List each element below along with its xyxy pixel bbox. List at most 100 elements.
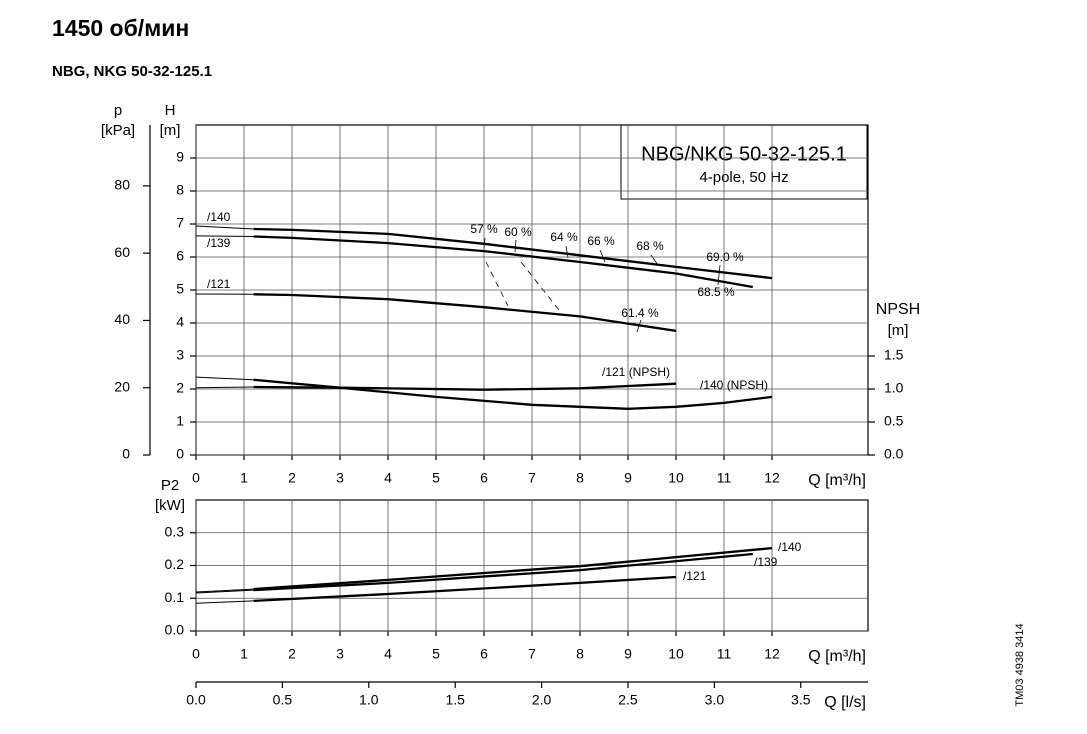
y2-tick-label: 1.5 [884,347,904,363]
x-tick-label: 8 [576,470,584,486]
y-tick-label: 7 [176,215,184,231]
x-tick-label: 11 [717,646,732,662]
title: 1450 об/мин [52,15,189,41]
series-label: /121 (NPSH) [602,365,670,379]
curve [253,227,773,280]
x-tick-label: 8 [576,646,584,662]
y-tick-label: 6 [176,248,184,264]
curve [253,235,753,289]
y-tick-label: 3 [176,347,184,363]
y2-tick-label: 0.0 [884,446,904,462]
x-tick-label: 10 [668,470,684,486]
x-tick-label: 3 [336,646,344,662]
efficiency-line [520,261,564,316]
x-tick-label: 4 [384,646,392,662]
x2-axis-label: Q [l/s] [824,694,866,711]
series-label: /140 [207,210,231,224]
x-tick-label: 10 [668,646,684,662]
x2-tick-label: 1.5 [445,692,465,708]
x2-tick-label: 0.0 [186,692,206,708]
y-axis-unit: [kW] [155,497,185,514]
x-tick-label: 0 [192,646,200,662]
y-tick-label: 0 [176,446,184,462]
series-label: /121 [683,569,707,583]
drawing-number: TM03 4938 3414 [1014,623,1026,706]
curve [253,293,677,333]
x-tick-label: 9 [624,470,632,486]
subtitle: NBG, NKG 50-32-125.1 [52,63,212,80]
y-tick-label: 0.0 [165,622,185,638]
efficiency-label: 68.5 % [697,285,735,299]
box-subtitle: 4-pole, 50 Hz [699,169,788,186]
curve [195,588,254,593]
series-label: /121 [207,277,231,291]
efficiency-mark [599,249,606,263]
efficiency-label: 66 % [587,234,615,248]
p-tick-label: 40 [114,311,130,327]
x2-tick-label: 0.5 [273,692,293,708]
y-tick-label: 1 [176,413,184,429]
x-tick-label: 1 [240,646,248,662]
x-tick-label: 3 [336,470,344,486]
x-tick-label: 5 [432,646,440,662]
y-axis-label: P2 [161,477,179,494]
y2-axis-unit: [m] [888,322,909,339]
y-axis-unit: [m] [160,122,181,139]
y-axis-label: H [165,102,176,119]
p-axis-label: p [114,102,122,119]
x-tick-label: 12 [764,470,780,486]
x-tick-label: 2 [288,646,296,662]
y-tick-label: 0.2 [165,556,185,572]
box-title: NBG/NKG 50-32-125.1 [641,143,847,165]
y-tick-label: 0.1 [165,589,185,605]
series-label: /139 [207,236,231,250]
series-label: /140 [778,540,802,554]
x-tick-label: 0 [192,470,200,486]
x-tick-label: 7 [528,470,536,486]
x2-tick-label: 2.0 [532,692,552,708]
series-label: /140 (NPSH) [700,378,768,392]
x-tick-label: 11 [717,470,732,486]
y2-tick-label: 1.0 [884,380,904,396]
info-box [620,124,868,200]
efficiency-lines [483,237,721,333]
y2-axis-label: NPSH [876,301,920,318]
y-tick-label: 2 [176,380,184,396]
x-tick-label: 5 [432,470,440,486]
p-tick-label: 60 [114,244,130,260]
x-tick-label: 4 [384,470,392,486]
x-tick-label: 12 [764,646,780,662]
x2-tick-label: 1.0 [359,692,379,708]
curve [253,552,753,592]
y-tick-label: 0.3 [165,523,185,539]
x-axis-label: Q [m³/h] [808,472,866,489]
y-tick-label: 4 [176,314,184,330]
x-tick-label: 1 [240,470,248,486]
x2-tick-label: 3.5 [791,692,811,708]
x2-tick-label: 3.0 [705,692,725,708]
efficiency-label: 69.0 % [706,250,744,264]
curve [195,225,254,230]
y-tick-label: 5 [176,281,184,297]
p-tick-label: 20 [114,378,130,394]
x2-tick-label: 2.5 [618,692,638,708]
y2-tick-label: 0.5 [884,413,904,429]
efficiency-label: 60 % [504,225,532,239]
efficiency-line [485,261,509,307]
efficiency-label: 61.4 % [621,306,659,320]
x-tick-label: 6 [480,470,488,486]
p-axis-unit: [kPa] [101,122,135,139]
efficiency-label: 64 % [550,230,578,244]
x-tick-label: 2 [288,470,296,486]
curve [195,600,254,604]
curve [195,376,254,381]
y-tick-label: 9 [176,149,184,165]
series-label: /139 [754,555,778,569]
efficiency-label: 68 % [636,239,664,253]
curve [253,382,677,391]
x-axis-label: Q [m³/h] [808,648,866,665]
curve [253,546,773,591]
curve [195,589,254,594]
curve [195,235,254,237]
